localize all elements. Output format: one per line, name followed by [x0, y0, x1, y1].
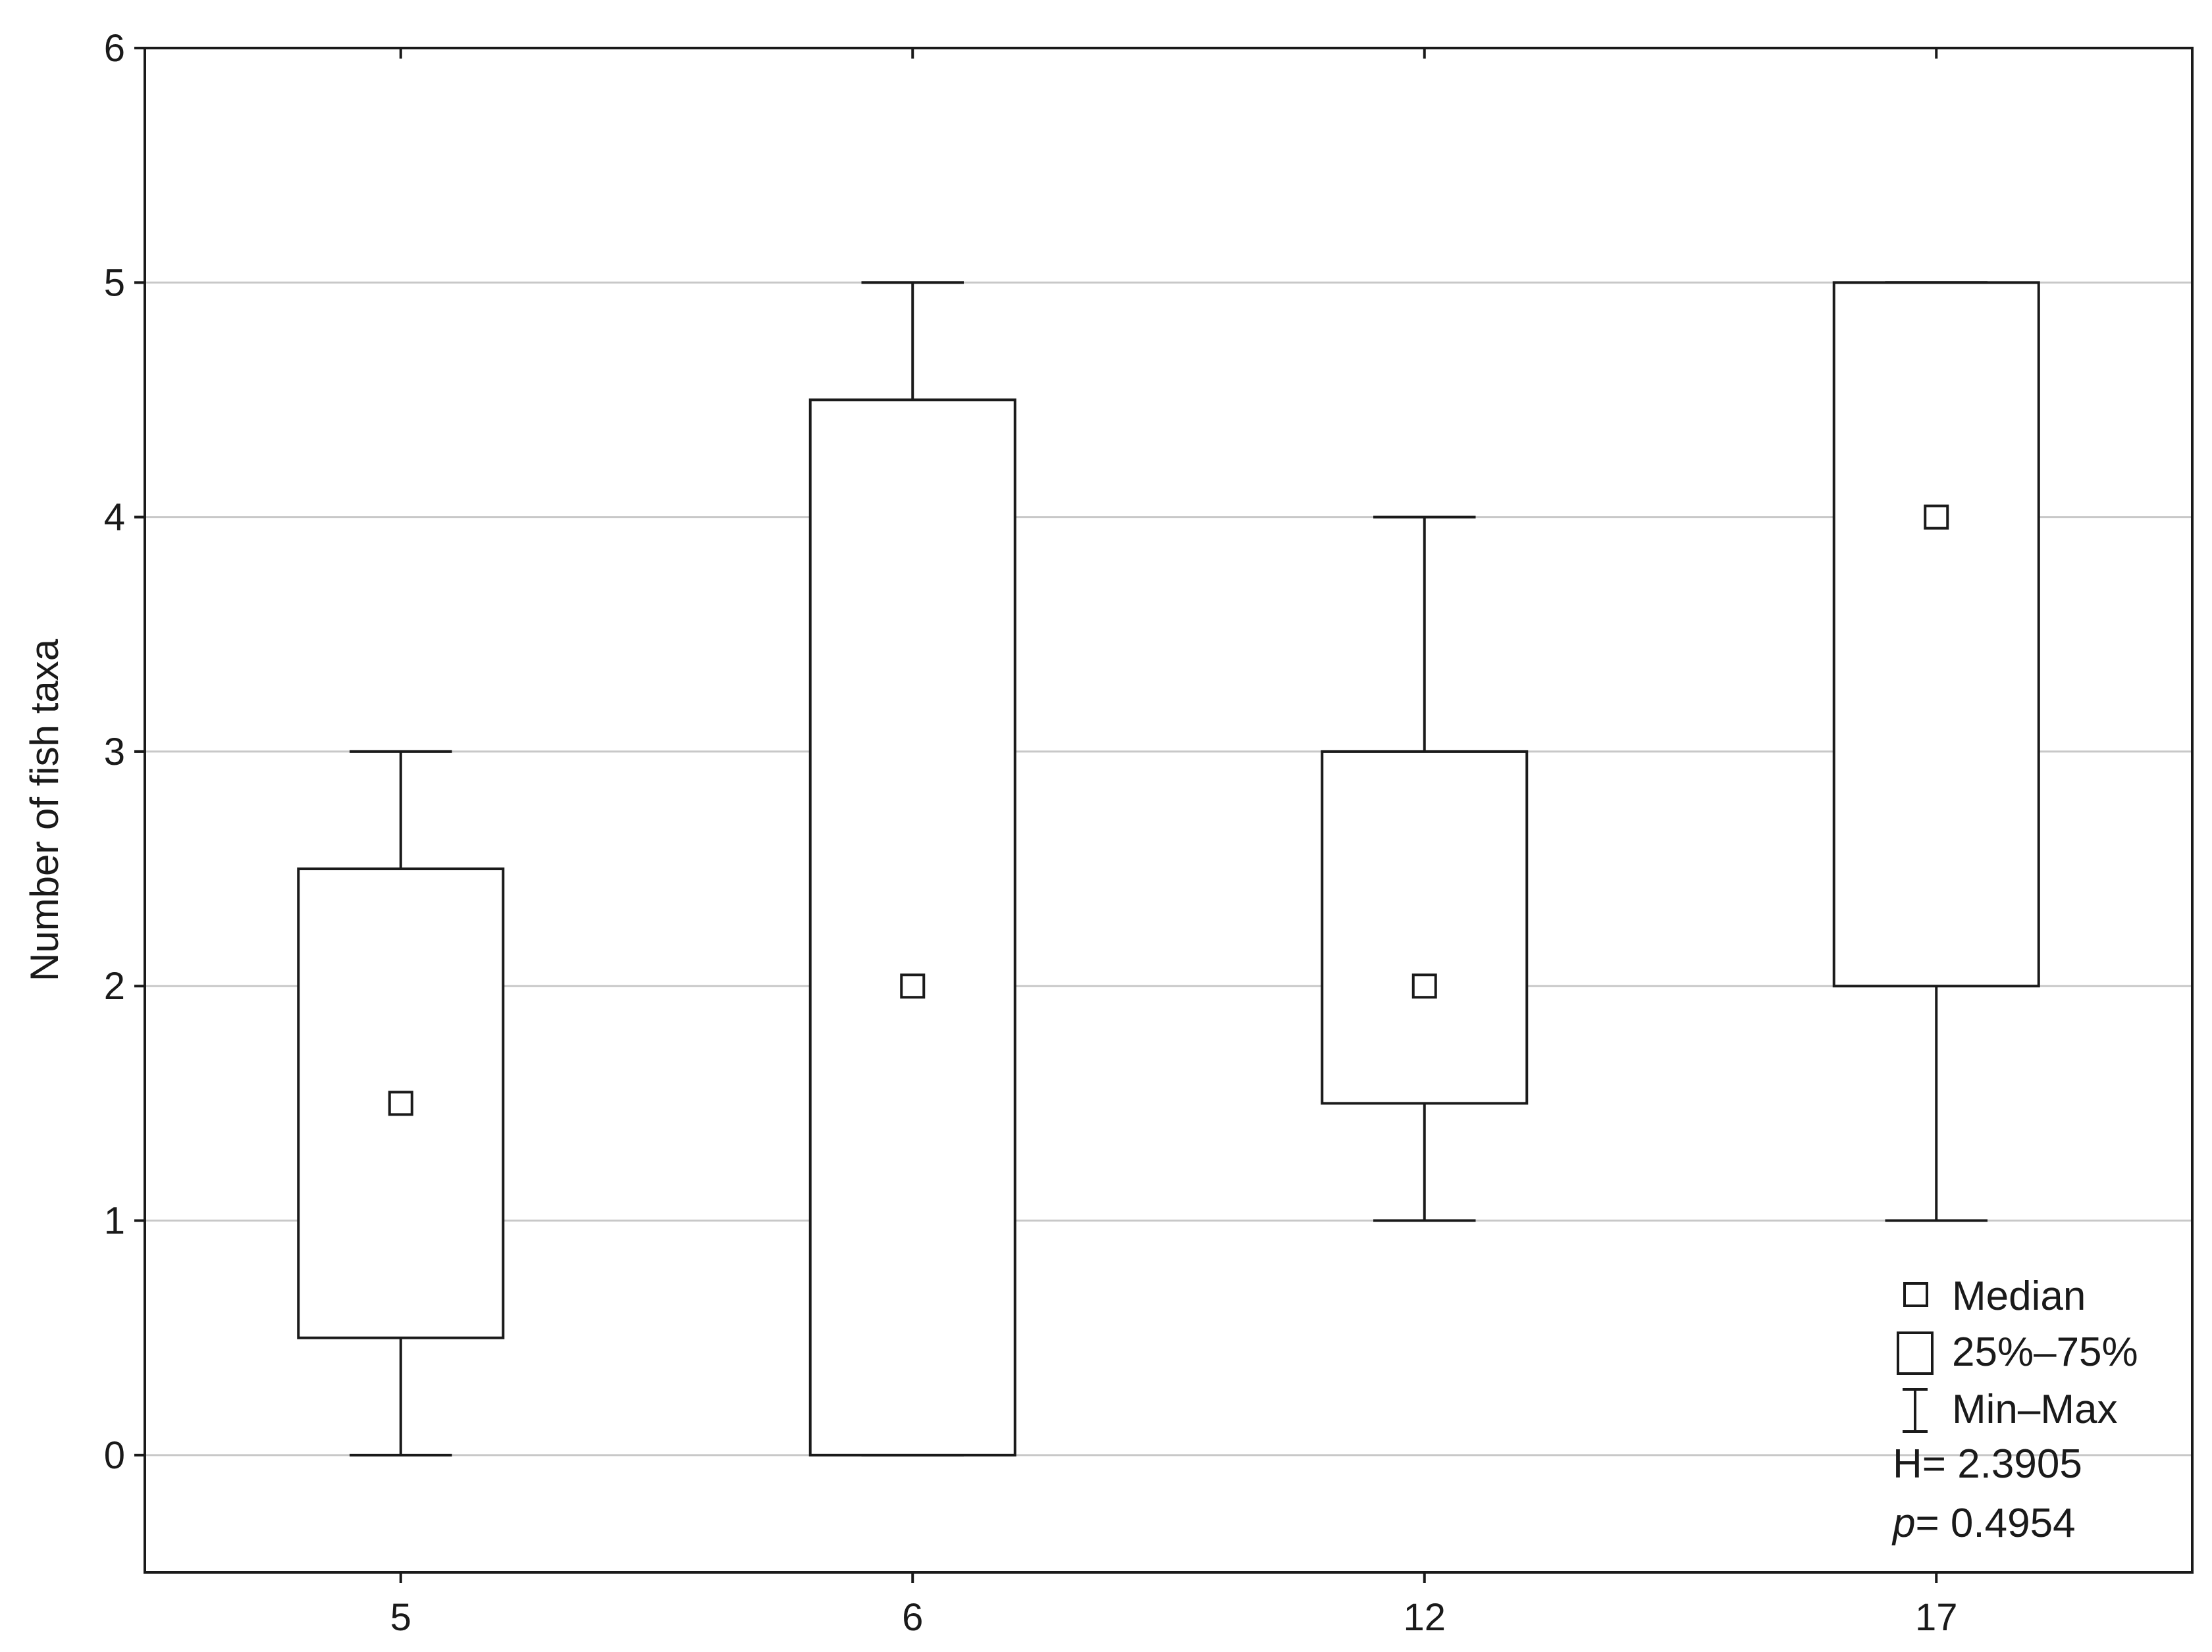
median-marker [900, 973, 926, 999]
x-tick-label: 12 [1403, 1596, 1446, 1639]
iqr-box [808, 398, 1016, 1457]
y-tick-label: 5 [104, 261, 125, 304]
legend: Median 25%–75% Min–Max H= 2.3905 p= 0.49… [1891, 1274, 2138, 1546]
legend-box-symbol [1897, 1331, 1934, 1375]
legend-p-number: = 0.4954 [1915, 1501, 2075, 1546]
x-tick-label: 6 [902, 1596, 923, 1639]
plot-frame [144, 47, 2194, 1574]
x-tick-label: 17 [1915, 1596, 1958, 1639]
legend-p-symbol: p [1891, 1501, 1915, 1546]
median-marker [1924, 504, 1949, 530]
y-axis: 0 1 2 3 4 5 6 [104, 27, 145, 1477]
box-group-6 [808, 281, 1016, 1457]
y-tick-label: 2 [104, 965, 125, 1008]
y-tick-label: 1 [104, 1200, 125, 1243]
box-group-12 [1321, 515, 1529, 1222]
legend-median-symbol [1903, 1282, 1928, 1307]
y-tick-label: 3 [104, 731, 125, 773]
box-group-5 [297, 750, 505, 1457]
box-group-17 [1832, 281, 2040, 1222]
y-tick-label: 4 [104, 496, 125, 539]
x-tick-label: 5 [390, 1596, 411, 1639]
median-marker [388, 1091, 413, 1116]
legend-whisker-label: Min–Max [1952, 1387, 2118, 1432]
median-marker [1411, 973, 1437, 999]
boxes [297, 281, 2040, 1457]
iqr-box [1321, 750, 1529, 1105]
legend-box-label: 25%–75% [1952, 1329, 2138, 1375]
y-tick-label: 0 [104, 1434, 125, 1477]
legend-whisker-symbol [1903, 1388, 1928, 1433]
legend-h-statistic: H= 2.3905 [1893, 1441, 2082, 1487]
y-tick-label: 6 [104, 27, 125, 70]
legend-median-label: Median [1952, 1274, 2086, 1319]
iqr-box [1832, 281, 2040, 988]
legend-p-value: p= 0.4954 [1891, 1501, 2076, 1546]
y-axis-title: Number of fish taxa [22, 638, 66, 981]
x-axis: 5 6 12 17 [390, 48, 1958, 1639]
